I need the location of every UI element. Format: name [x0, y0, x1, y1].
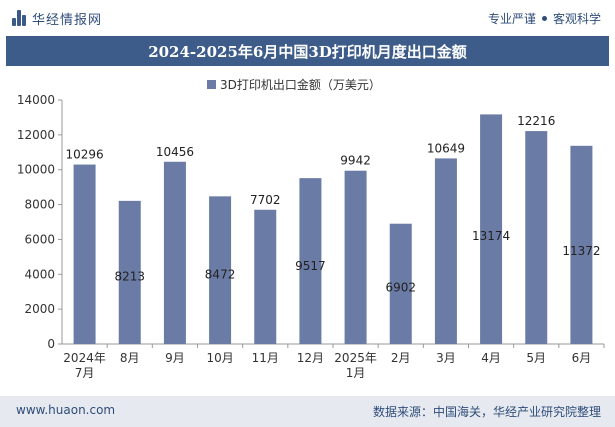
bar: [525, 131, 548, 344]
bar-chart: 3D打印机出口金额（万美元） 0 2000 4000 6000 8000 10000 120…: [17, 77, 605, 380]
y-tick-label: 12000: [17, 128, 55, 142]
chart-title: 2024-2025年6月中国3D打印机月度出口金额: [148, 43, 467, 61]
data-label: 8472: [205, 268, 236, 282]
x-tick-label: 3月: [436, 351, 456, 365]
x-tick-label: 12月: [297, 351, 324, 365]
data-label: 10296: [65, 148, 103, 162]
data-labels: 10296 8213 10456 8472 7702 9517 9942 6902 10649 1…: [65, 114, 600, 294]
data-label: 9517: [295, 259, 326, 273]
legend-label: 3D打印机出口金额（万美元）: [220, 77, 381, 92]
data-source: 数据来源：中国海关，华经产业研究院整理: [372, 405, 601, 419]
data-label: 7702: [250, 193, 281, 207]
legend: 3D打印机出口金额（万美元）: [207, 77, 381, 92]
bar: [299, 178, 322, 344]
data-label: 10456: [156, 145, 194, 159]
bar: [73, 164, 96, 344]
data-label: 6902: [385, 280, 416, 294]
data-label: 12216: [517, 114, 555, 128]
slogan: 专业严谨 客观科学: [488, 10, 601, 27]
bar-logo-icon: [12, 10, 26, 26]
data-label: 9942: [340, 154, 371, 168]
y-tick-label: 10000: [17, 163, 55, 177]
bars: [73, 114, 593, 344]
x-tick-label: 1月: [346, 366, 366, 380]
y-tick-label: 8000: [24, 198, 55, 212]
axes: 0 2000 4000 6000 8000 10000 12000 14000: [17, 93, 604, 351]
x-tick-label: 7月: [75, 366, 95, 380]
slogan-text-1: 专业严谨: [487, 12, 536, 26]
footer: www.huaon.com 数据来源：中国海关，华经产业研究院整理: [0, 396, 615, 427]
bar: [480, 114, 503, 344]
bar: [254, 209, 277, 344]
x-tick-label: 9月: [165, 351, 185, 365]
brand-name: 华经情报网: [32, 12, 103, 28]
bar: [570, 145, 593, 344]
bar: [434, 158, 457, 344]
data-label: 8213: [114, 270, 145, 284]
bar: [389, 223, 412, 344]
x-tick-label: 2024年: [63, 351, 106, 365]
legend-swatch: [207, 80, 216, 89]
x-tick-label: 5月: [526, 351, 546, 365]
data-label: 13174: [472, 229, 510, 243]
title-bar: 2024-2025年6月中国3D打印机月度出口金额: [6, 36, 609, 66]
top-bar: 华经情报网 专业严谨 客观科学: [0, 0, 615, 36]
x-tick-label: 2月: [391, 351, 411, 365]
x-tick-label: 10月: [206, 351, 233, 365]
bar: [209, 196, 232, 344]
x-tick-label: 11月: [252, 351, 279, 365]
y-tick-label: 6000: [24, 232, 55, 246]
slogan-text-2: 客观科学: [552, 12, 601, 26]
brand: 华经情报网: [12, 9, 103, 28]
x-tick-label: 4月: [481, 351, 501, 365]
bar: [163, 161, 186, 344]
data-label: 11372: [562, 244, 600, 258]
website-link[interactable]: www.huaon.com: [16, 403, 116, 417]
x-tick-label: 2025年: [334, 351, 377, 365]
chart-area: 3D打印机出口金额（万美元） 0 2000 4000 6000 8000 10000 120…: [0, 66, 615, 391]
bar: [344, 170, 367, 344]
y-tick-label: 0: [47, 337, 55, 351]
y-tick-label: 2000: [24, 302, 55, 316]
y-tick-label: 4000: [24, 267, 55, 281]
separator-dot-icon: [541, 16, 547, 21]
y-tick-label: 14000: [17, 93, 55, 107]
data-label: 10649: [427, 141, 465, 155]
x-tick-label: 8月: [120, 351, 140, 365]
x-tick-label: 6月: [572, 351, 592, 365]
bar: [118, 200, 141, 344]
